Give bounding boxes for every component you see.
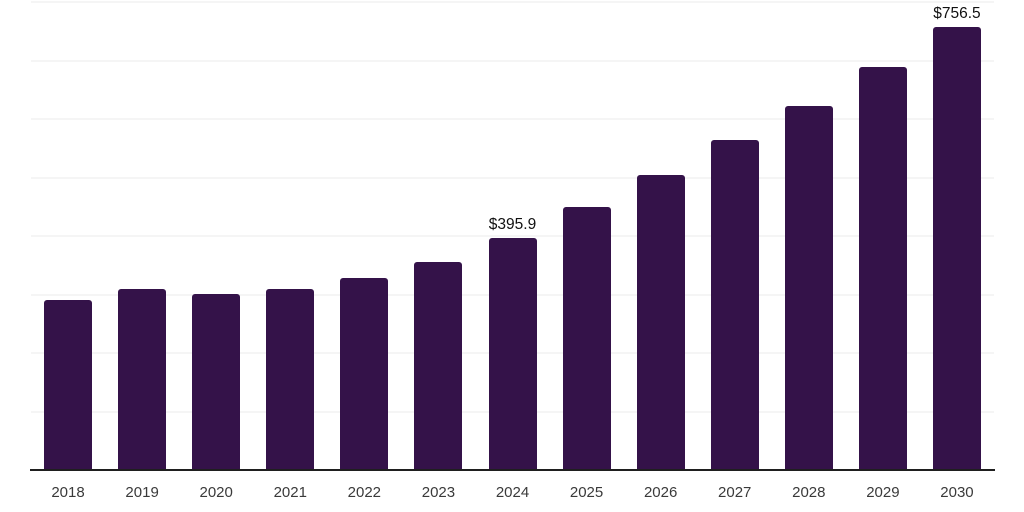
x-axis-line [30,469,995,471]
gridline-800 [31,1,994,3]
x-tick-label-2018: 2018 [51,484,85,501]
bar-2028 [784,106,833,470]
bar-2018 [44,300,93,470]
bar-2022 [340,277,389,470]
bar-2030 [932,27,981,470]
bar-2021 [266,289,315,470]
data-label-2030: $756.5 [933,5,981,23]
x-tick-label-2023: 2023 [421,484,456,501]
x-tick-label-2019: 2019 [125,484,159,501]
x-tick-label-2028: 2028 [792,484,826,501]
x-tick-label-2026: 2026 [643,484,678,501]
bar-2026 [636,175,685,470]
gridline-400 [31,235,994,237]
bar-2023 [414,261,463,470]
x-tick-label-2025: 2025 [569,484,604,501]
gridline-700 [31,59,994,62]
x-tick-label-2027: 2027 [718,484,752,501]
x-tick-label-2024: 2024 [495,484,530,501]
x-tick-label-2021: 2021 [273,484,307,501]
gridline-600 [31,118,994,120]
bar-2029 [858,66,907,470]
bar-2027 [710,140,759,470]
x-tick-label-2022: 2022 [347,484,382,501]
gridline-500 [31,176,994,179]
bar-2019 [118,288,167,470]
x-tick-label-2029: 2029 [866,484,900,501]
bar-2020 [192,293,241,470]
data-label-2024: $395.9 [488,216,537,234]
x-tick-label-2020: 2020 [199,484,233,501]
bar-2025 [562,206,611,470]
x-tick-label-2030: 2030 [940,484,974,501]
bar-2024 [488,238,537,470]
